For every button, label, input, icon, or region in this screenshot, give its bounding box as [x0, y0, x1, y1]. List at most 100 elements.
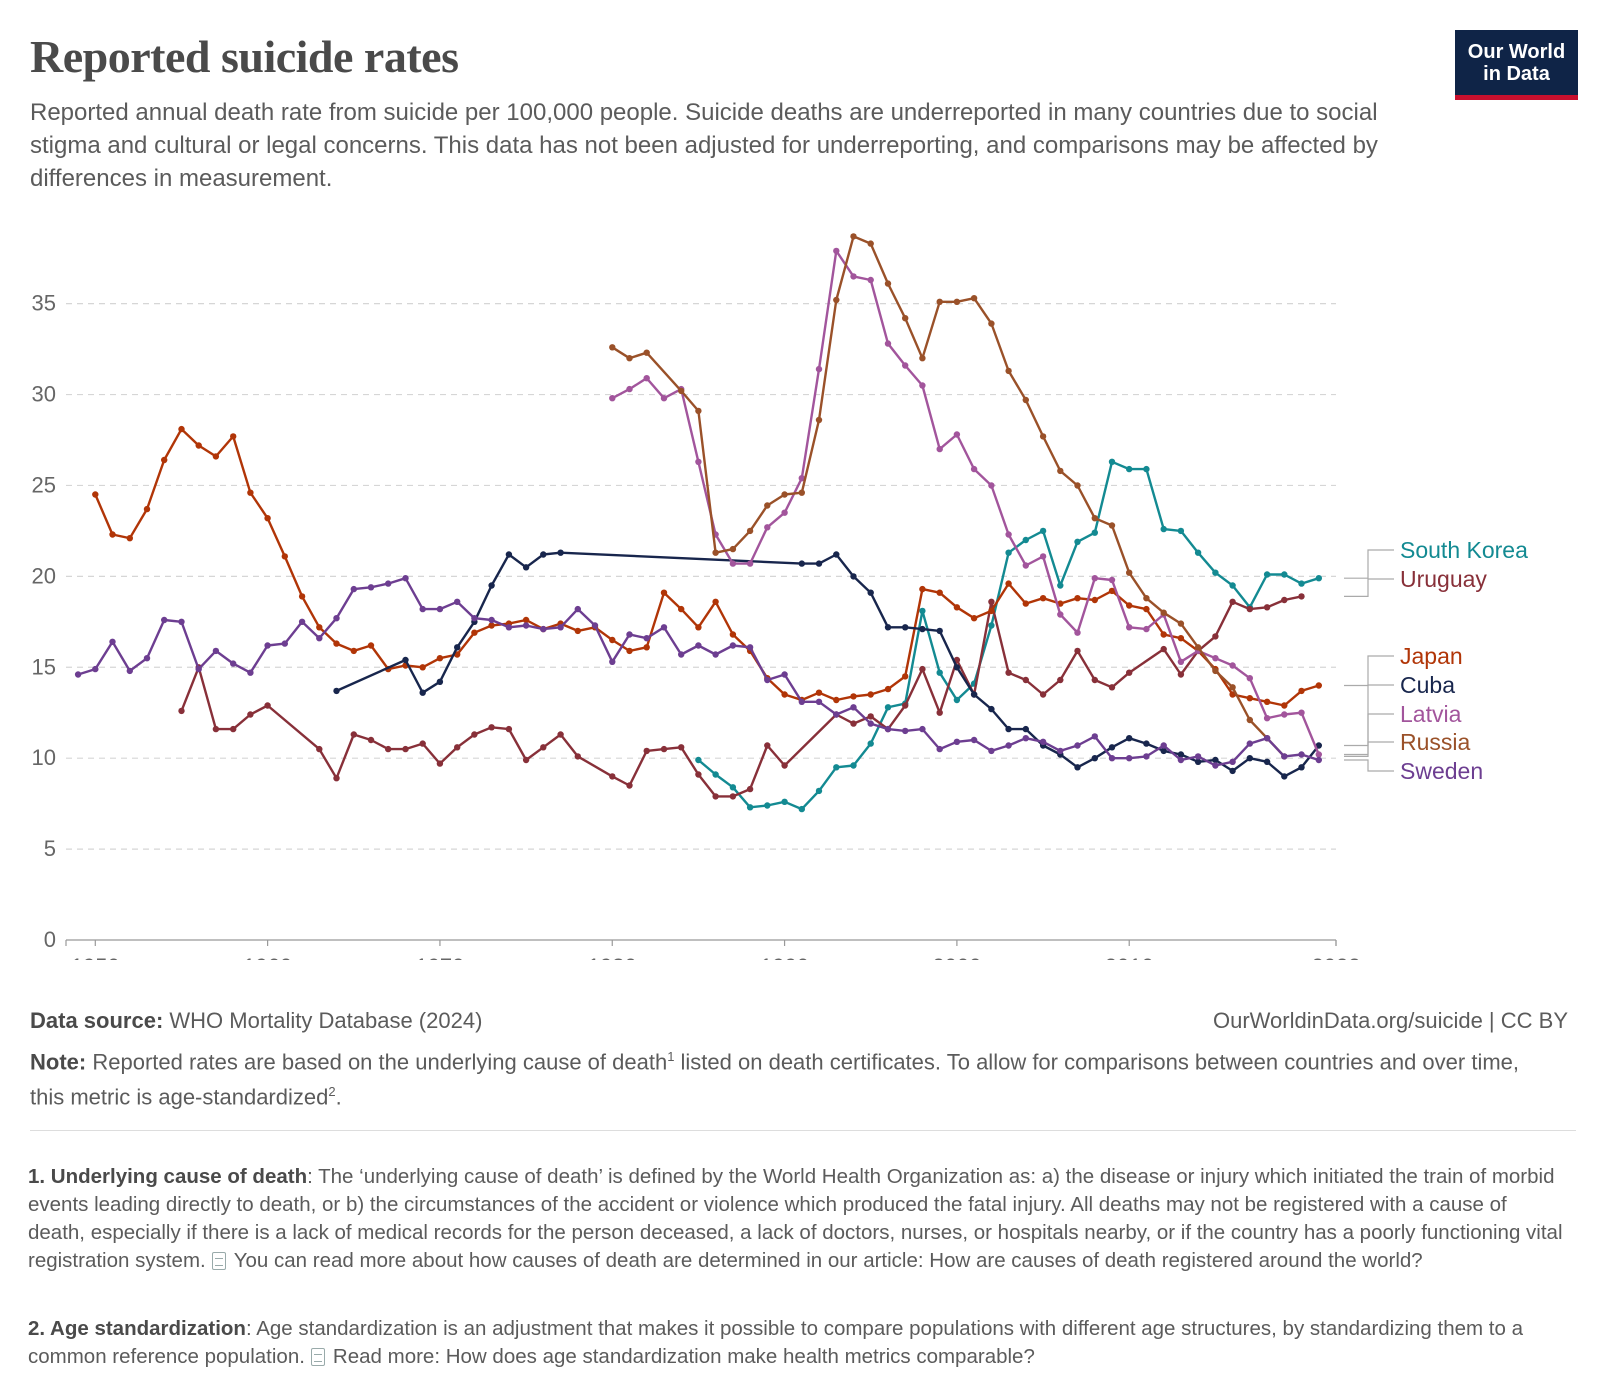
data-point[interactable] [712, 651, 719, 658]
data-point[interactable] [1177, 756, 1185, 764]
data-point[interactable] [1022, 600, 1029, 607]
data-point[interactable] [919, 355, 926, 362]
data-point[interactable] [1143, 605, 1150, 613]
data-point[interactable] [609, 344, 616, 351]
data-point[interactable] [1212, 667, 1219, 675]
data-point[interactable] [385, 745, 392, 753]
data-point[interactable] [1074, 538, 1081, 545]
data-point[interactable] [350, 585, 357, 593]
legend-label-latvia[interactable]: Latvia [1400, 701, 1462, 727]
data-point[interactable] [454, 598, 461, 605]
data-point[interactable] [1263, 698, 1271, 705]
data-point[interactable] [281, 553, 288, 560]
data-point[interactable] [1229, 767, 1236, 775]
legend-label-russia[interactable]: Russia [1400, 729, 1471, 755]
data-point[interactable] [1212, 655, 1219, 662]
data-point[interactable] [1022, 396, 1029, 404]
data-point[interactable] [385, 580, 392, 587]
data-point[interactable] [936, 669, 943, 676]
data-point[interactable] [488, 724, 495, 731]
data-point[interactable] [1022, 725, 1029, 733]
data-point[interactable] [936, 709, 943, 716]
data-point[interactable] [815, 689, 823, 696]
data-point[interactable] [281, 640, 288, 647]
data-point[interactable] [643, 375, 650, 382]
data-point[interactable] [1177, 658, 1185, 665]
data-point[interactable] [454, 744, 461, 751]
data-point[interactable] [230, 725, 237, 733]
data-point[interactable] [1194, 758, 1202, 765]
data-point[interactable] [488, 582, 495, 589]
data-point[interactable] [402, 656, 409, 664]
data-point[interactable] [781, 491, 788, 498]
data-point[interactable] [1263, 715, 1271, 722]
data-point[interactable] [454, 644, 461, 651]
data-point[interactable] [1143, 625, 1150, 633]
data-point[interactable] [643, 644, 650, 651]
data-point[interactable] [626, 647, 633, 655]
data-point[interactable] [1143, 595, 1150, 602]
data-point[interactable] [419, 605, 426, 613]
data-point[interactable] [574, 627, 581, 635]
data-point[interactable] [540, 744, 547, 751]
data-point[interactable] [953, 604, 961, 611]
data-point[interactable] [109, 638, 116, 645]
data-point[interactable] [643, 747, 650, 755]
data-point[interactable] [953, 738, 961, 745]
data-point[interactable] [1263, 758, 1271, 765]
data-point[interactable] [1160, 645, 1167, 653]
data-point[interactable] [1074, 482, 1081, 489]
data-point[interactable] [1091, 596, 1099, 604]
data-point[interactable] [1315, 575, 1323, 582]
data-point[interactable] [1177, 751, 1185, 758]
data-point[interactable] [1212, 569, 1219, 576]
data-point[interactable] [1177, 620, 1185, 627]
data-point[interactable] [178, 618, 185, 625]
data-point[interactable] [419, 664, 426, 671]
data-point[interactable] [522, 616, 530, 624]
data-point[interactable] [884, 725, 892, 733]
data-point[interactable] [695, 756, 702, 764]
data-point[interactable] [884, 704, 892, 711]
legend-label-cuba[interactable]: Cuba [1400, 672, 1455, 698]
series-line-cuba[interactable] [336, 551, 1320, 778]
data-point[interactable] [1315, 682, 1323, 689]
data-point[interactable] [695, 407, 702, 415]
series-line-uruguay[interactable] [180, 595, 1302, 798]
data-point[interactable] [540, 625, 547, 633]
data-point[interactable] [729, 631, 737, 638]
data-point[interactable] [626, 355, 633, 362]
data-point[interactable] [1126, 735, 1133, 742]
data-point[interactable] [557, 731, 564, 738]
data-point[interactable] [264, 642, 271, 649]
data-point[interactable] [781, 762, 788, 769]
data-point[interactable] [902, 673, 909, 680]
data-point[interactable] [884, 685, 892, 693]
data-point[interactable] [143, 505, 151, 513]
data-point[interactable] [1160, 631, 1167, 638]
data-point[interactable] [1005, 669, 1012, 676]
data-point[interactable] [1160, 525, 1167, 533]
data-point[interactable] [264, 515, 271, 522]
data-point[interactable] [660, 624, 668, 631]
data-point[interactable] [1039, 553, 1047, 560]
data-point[interactable] [522, 622, 530, 629]
data-point[interactable] [1005, 580, 1012, 587]
data-point[interactable] [712, 771, 719, 778]
data-point[interactable] [902, 702, 909, 709]
data-point[interactable] [712, 598, 719, 605]
data-point[interactable] [746, 527, 754, 535]
data-point[interactable] [333, 615, 340, 622]
data-point[interactable] [746, 560, 754, 567]
data-point[interactable] [1005, 367, 1012, 375]
data-point[interactable] [1091, 529, 1099, 536]
data-point[interactable] [92, 665, 99, 673]
data-point[interactable] [850, 693, 857, 700]
series-line-japan[interactable] [94, 427, 1320, 707]
data-point[interactable] [1022, 562, 1029, 569]
data-point[interactable] [988, 482, 995, 489]
data-point[interactable] [1057, 467, 1064, 475]
data-point[interactable] [1057, 611, 1064, 618]
data-point[interactable] [815, 416, 823, 424]
data-point[interactable] [988, 320, 995, 327]
